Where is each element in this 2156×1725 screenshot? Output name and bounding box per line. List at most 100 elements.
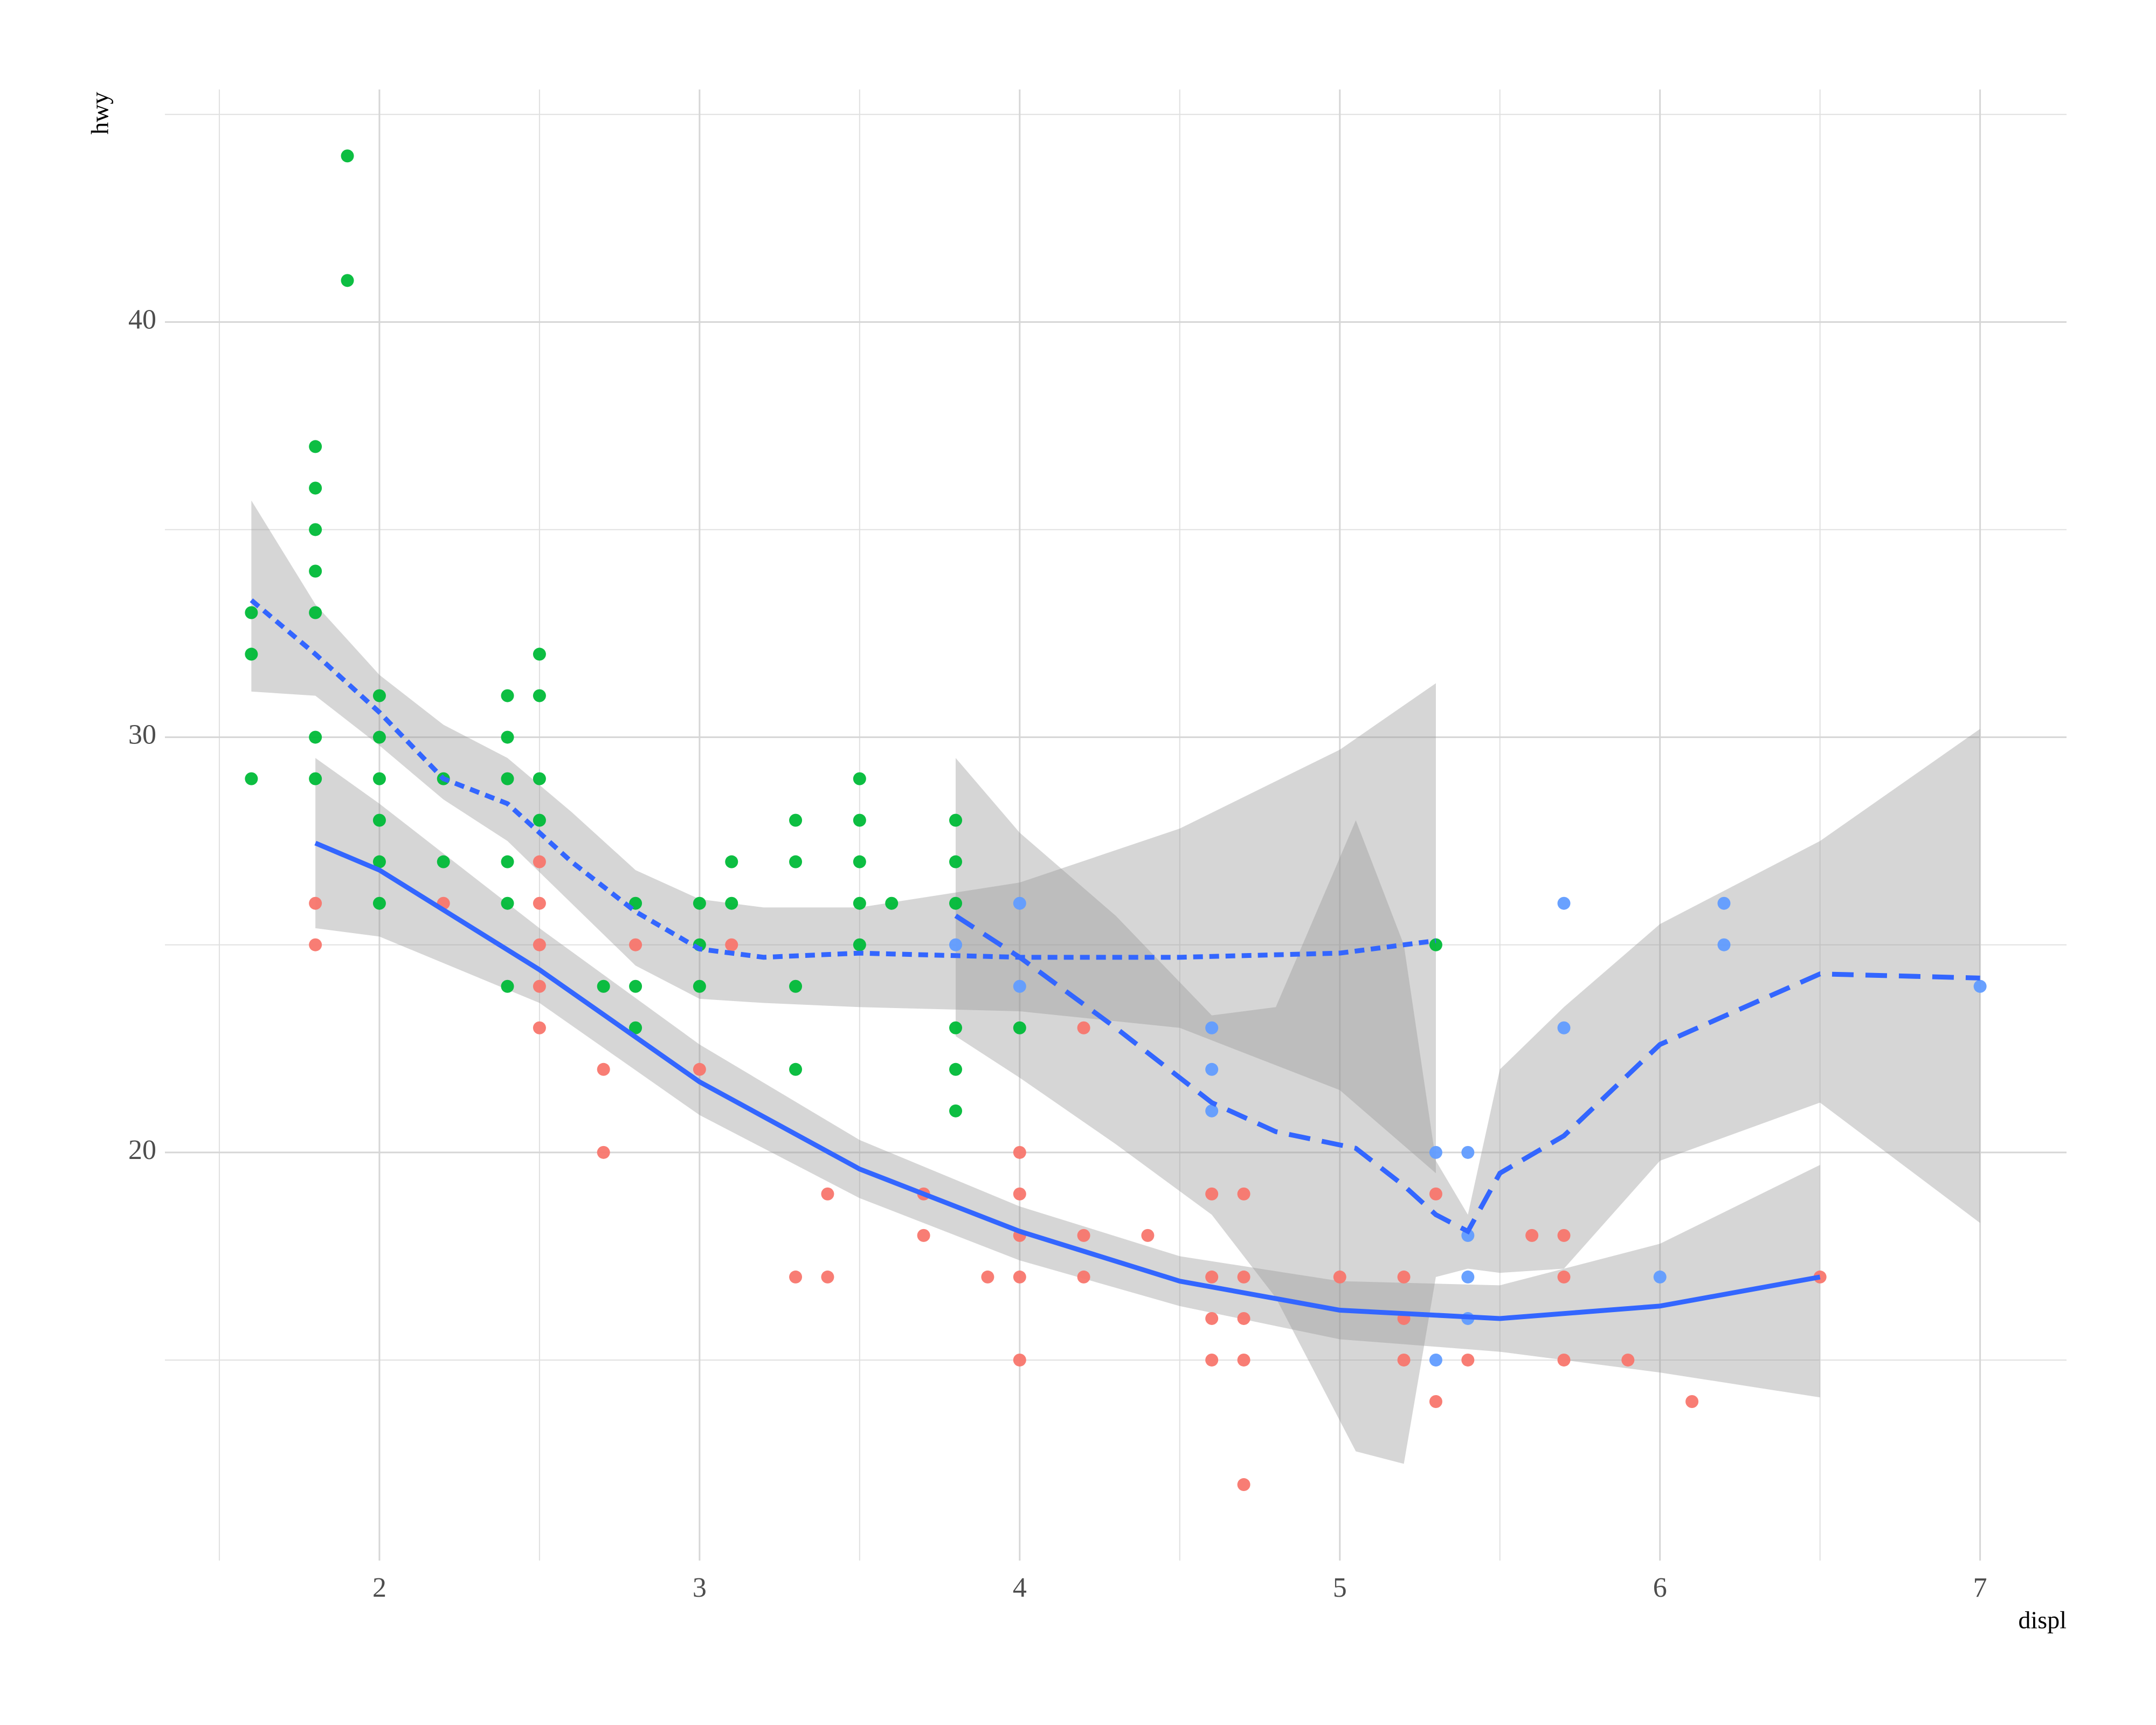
point (309, 772, 322, 785)
point (437, 855, 450, 868)
point (533, 1021, 546, 1034)
point (372, 855, 386, 868)
point (949, 1104, 963, 1117)
point (501, 896, 514, 910)
point (533, 772, 546, 785)
point (821, 1270, 834, 1284)
point (1237, 1353, 1250, 1367)
confidence-band (315, 758, 1820, 1398)
point (372, 689, 386, 702)
point (1557, 1270, 1571, 1284)
point (309, 730, 322, 744)
point (533, 813, 546, 827)
point (1205, 1353, 1219, 1367)
point (501, 730, 514, 744)
point (693, 896, 706, 910)
y-tick-label: 20 (128, 1135, 156, 1165)
point (597, 1062, 610, 1076)
point (533, 938, 546, 951)
point (1685, 1395, 1699, 1408)
point (1461, 1270, 1475, 1284)
point (309, 896, 322, 910)
point (1557, 1229, 1571, 1242)
point (533, 979, 546, 993)
point (789, 1062, 803, 1076)
point (789, 813, 803, 827)
point (1973, 979, 1987, 993)
point (1717, 896, 1731, 910)
point (981, 1270, 994, 1284)
point (309, 606, 322, 619)
point (1013, 1146, 1026, 1159)
point (1621, 1353, 1635, 1367)
point (1397, 1270, 1411, 1284)
point (533, 689, 546, 702)
x-tick-label: 7 (1973, 1572, 1987, 1603)
point (789, 979, 803, 993)
point (1237, 1187, 1250, 1200)
point (725, 855, 738, 868)
point (1429, 1146, 1442, 1159)
point (341, 274, 354, 287)
point (1077, 1229, 1090, 1242)
x-tick-label: 5 (1333, 1572, 1347, 1603)
point (309, 564, 322, 578)
confidence-band (251, 500, 1436, 1174)
point (1557, 1353, 1571, 1367)
point (1237, 1478, 1250, 1492)
point (1141, 1229, 1155, 1242)
point (1461, 1353, 1475, 1367)
point (372, 730, 386, 744)
point (1205, 1104, 1219, 1117)
point (885, 896, 899, 910)
point (1013, 1270, 1026, 1284)
point (853, 896, 866, 910)
point (1013, 1021, 1026, 1034)
point (1013, 979, 1026, 993)
point (501, 772, 514, 785)
point (789, 1270, 803, 1284)
point (1205, 1021, 1219, 1034)
point (1429, 1395, 1442, 1408)
y-tick-label: 30 (128, 720, 156, 750)
smooth-line (314, 840, 1821, 1321)
point (693, 1062, 706, 1076)
x-tick-label: 4 (1013, 1572, 1027, 1603)
point (629, 938, 642, 951)
point (533, 896, 546, 910)
point (1525, 1229, 1539, 1242)
y-axis-title: hwy (86, 92, 114, 134)
point (245, 647, 258, 661)
point (1429, 938, 1442, 951)
point (1333, 1270, 1346, 1284)
point (1717, 938, 1731, 951)
point (949, 1062, 963, 1076)
x-tick-label: 6 (1653, 1572, 1667, 1603)
x-tick-label: 3 (693, 1572, 707, 1603)
point (1429, 1187, 1442, 1200)
point (1205, 1187, 1219, 1200)
point (949, 855, 963, 868)
point (309, 938, 322, 951)
point (1653, 1270, 1667, 1284)
point (1557, 896, 1571, 910)
confidence-band (956, 729, 1980, 1464)
point (629, 1021, 642, 1034)
point (597, 1146, 610, 1159)
point (372, 896, 386, 910)
point (1013, 896, 1026, 910)
point (949, 896, 963, 910)
point (725, 896, 738, 910)
point (949, 1021, 963, 1034)
point (533, 647, 546, 661)
x-axis-title: displ (2019, 1606, 2067, 1634)
y-tick-label: 40 (128, 304, 156, 335)
point (853, 772, 866, 785)
point (853, 813, 866, 827)
point (853, 855, 866, 868)
point (1205, 1312, 1219, 1325)
point (1429, 1353, 1442, 1367)
point (597, 979, 610, 993)
point (1557, 1021, 1571, 1034)
